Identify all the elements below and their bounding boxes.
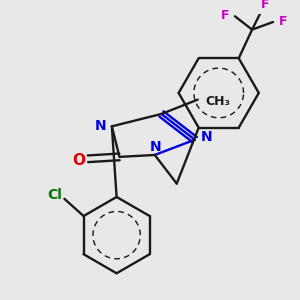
Text: N: N (200, 130, 212, 144)
Text: F: F (261, 0, 270, 11)
Text: CH₃: CH₃ (205, 94, 230, 108)
Text: O: O (72, 153, 85, 168)
Text: N: N (150, 140, 161, 154)
Text: F: F (221, 9, 230, 22)
Text: Cl: Cl (47, 188, 62, 202)
Text: F: F (278, 15, 287, 28)
Text: N: N (94, 119, 106, 133)
